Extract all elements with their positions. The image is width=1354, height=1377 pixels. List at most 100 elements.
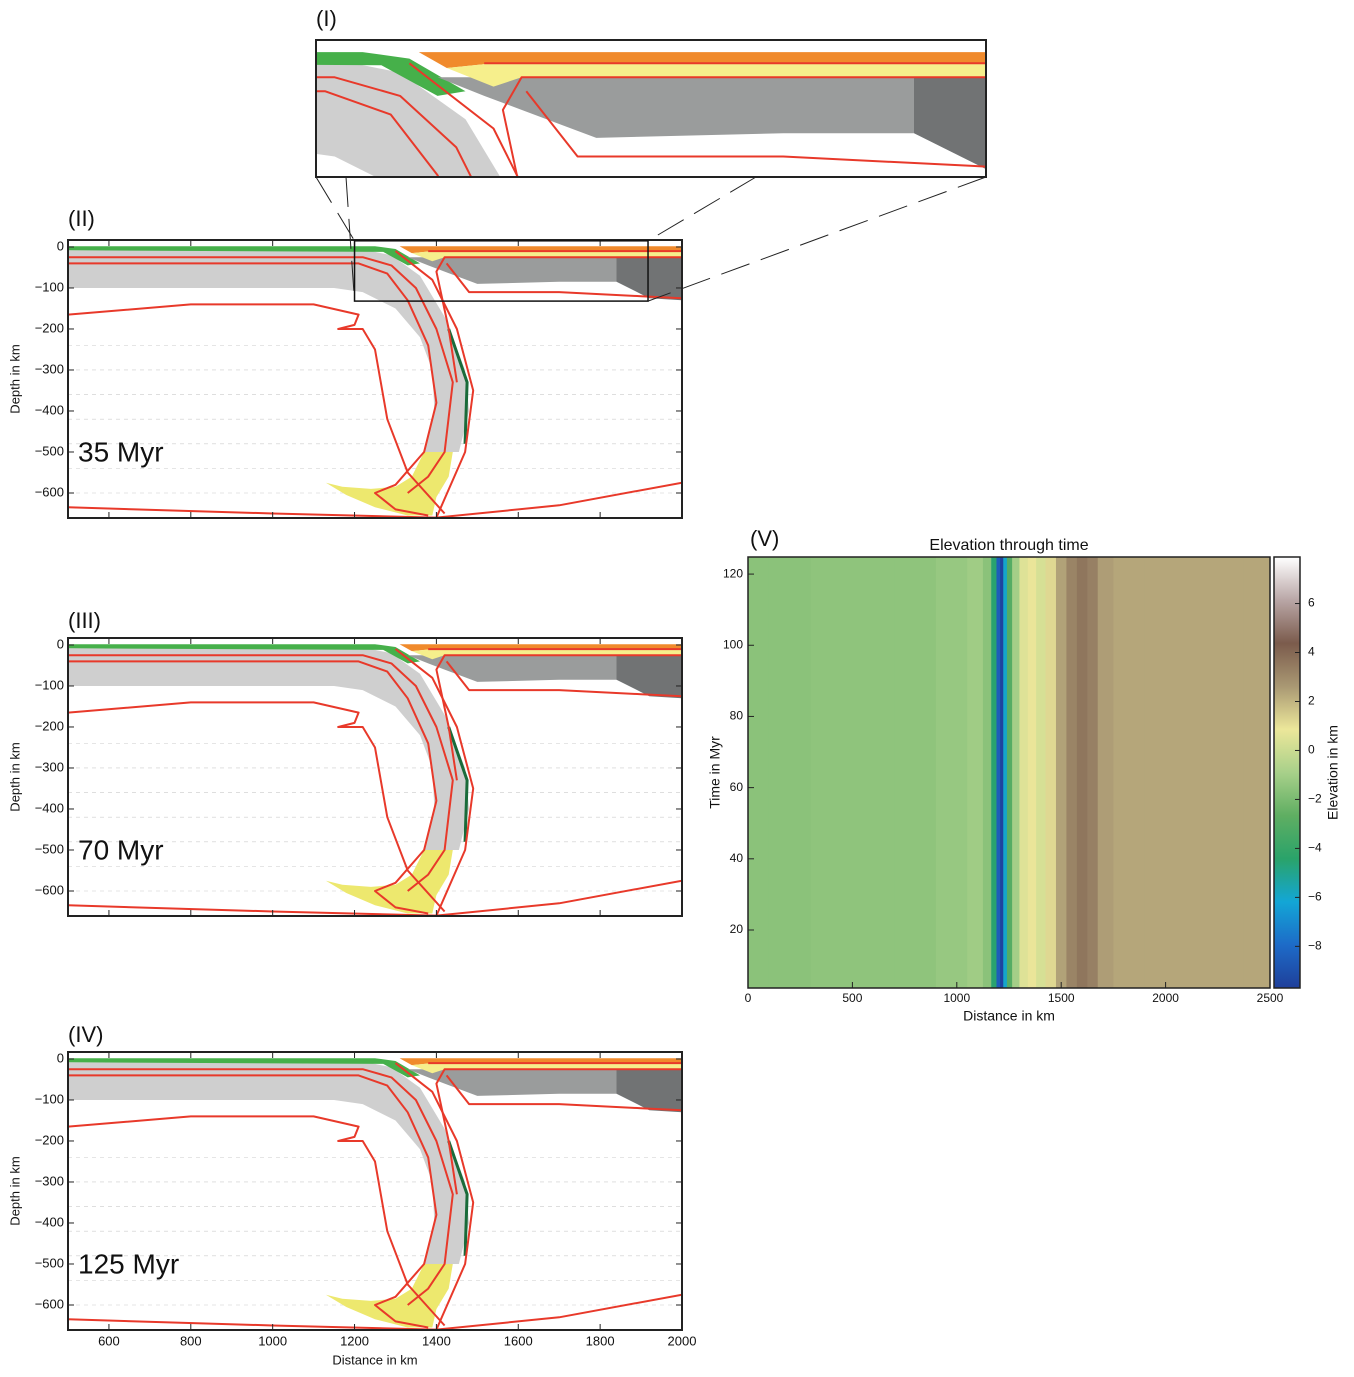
elevation-cell [1019,557,1028,988]
elevation-cell [1244,557,1271,988]
craton [617,257,683,300]
colorbar-tick-label: −8 [1308,939,1322,953]
elevation-cell [1077,557,1088,988]
x-tick-label: 1500 [1048,991,1075,1005]
x-tick-label: 600 [98,1333,120,1348]
craton [617,655,683,698]
y-tick-label: −400 [35,402,64,417]
y-tick-label: 20 [730,922,744,936]
elevation-cell [1098,557,1114,988]
panel-label: (III) [68,608,101,633]
time-annotation: 35 Myr [78,436,164,467]
y-tick-label: 0 [57,1050,64,1065]
elevation-cell [748,557,769,988]
y-tick-label: 120 [723,566,743,580]
elevation-cell [769,557,811,988]
chart-title: Elevation through time [929,537,1088,554]
elevation-cell [1012,557,1020,988]
y-tick-label: 80 [730,709,744,723]
panel-label: (I) [316,6,337,31]
time-annotation: 70 Myr [78,834,164,865]
y-tick-label: −100 [35,1091,64,1106]
elevation-cell [1113,557,1145,988]
elevation-cell [991,557,997,988]
colorbar-label: Elevation in km [1325,725,1341,820]
y-axis-label: Depth in km [7,1156,22,1225]
colorbar [1274,557,1300,988]
slab-tip [326,452,453,516]
elevation-cell [1056,557,1067,988]
elevation-cell [996,557,1000,988]
elevation-cell [1000,557,1004,988]
temperature-contour [68,1116,445,1325]
y-tick-label: −600 [35,484,64,499]
colorbar-tick-label: 4 [1308,645,1315,659]
y-tick-label: −300 [35,361,64,376]
x-tick-label: 1800 [586,1333,615,1348]
y-tick-label: 60 [730,780,744,794]
x-tick-label: 1200 [340,1333,369,1348]
zoom-connector [648,177,756,241]
x-tick-label: 2000 [668,1333,697,1348]
elevation-cell [983,557,992,988]
elevation-cell [894,557,936,988]
elevation-cell [1036,557,1046,988]
colorbar-tick-label: −2 [1308,792,1322,806]
y-axis-label: Depth in km [7,344,22,413]
y-axis-label: Time in Myr [707,736,723,809]
panel-label: (II) [68,206,95,231]
figure: (I)(II)(III)(IV)(V)0−100−200−300−400−500… [0,0,1354,1372]
elevation-cell [936,557,968,988]
x-axis-label: Distance in km [963,1008,1055,1024]
zoom-connector [648,177,986,301]
elevation-cell [1145,557,1192,988]
time-annotation: 125 Myr [78,1248,179,1279]
colorbar-tick-label: 6 [1308,596,1315,610]
elevation-cell [1066,557,1077,988]
y-tick-label: −600 [35,1296,64,1311]
temperature-contour [68,702,445,911]
slab-tip [251,520,541,664]
model-section [68,1058,682,1329]
y-tick-label: −500 [35,841,64,856]
elevation-cell [1007,557,1013,988]
elevation-cell [1192,557,1245,988]
y-tick-label: −300 [35,1173,64,1188]
elevation-cell [852,557,894,988]
panel-label: (V) [750,526,779,551]
x-axis-label: Distance in km [332,1352,417,1367]
y-tick-label: 0 [57,238,64,253]
x-tick-label: 1000 [943,991,970,1005]
craton [914,77,1064,175]
x-tick-label: 1400 [422,1333,451,1348]
elevation-cell [1087,557,1098,988]
y-tick-label: 40 [730,851,744,865]
elevation-cell [967,557,983,988]
y-tick-label: 100 [723,637,743,651]
model-section [68,246,682,517]
x-tick-label: 500 [842,991,862,1005]
model-section [68,644,682,915]
colorbar-tick-label: −4 [1308,841,1322,855]
colorbar-tick-label: −6 [1308,890,1322,904]
x-tick-label: 800 [180,1333,202,1348]
temperature-contour [68,304,445,513]
y-tick-label: −200 [35,1132,64,1147]
y-tick-label: −500 [35,1255,64,1270]
x-tick-label: 1000 [258,1333,287,1348]
craton [617,1069,683,1112]
elevation-cell [1028,557,1037,988]
y-tick-label: −500 [35,443,64,458]
zoom-connector [316,177,355,241]
y-tick-label: −200 [35,320,64,335]
y-axis-label: Depth in km [7,742,22,811]
slab-tip [326,1264,453,1328]
y-tick-label: 0 [57,636,64,651]
elevation-cell [811,557,853,988]
slab-tip [326,850,453,914]
y-tick-label: −600 [35,882,64,897]
elevation-cell [1046,557,1057,988]
y-tick-label: −400 [35,1214,64,1229]
colorbar-tick-label: 0 [1308,743,1315,757]
y-tick-label: −400 [35,800,64,815]
